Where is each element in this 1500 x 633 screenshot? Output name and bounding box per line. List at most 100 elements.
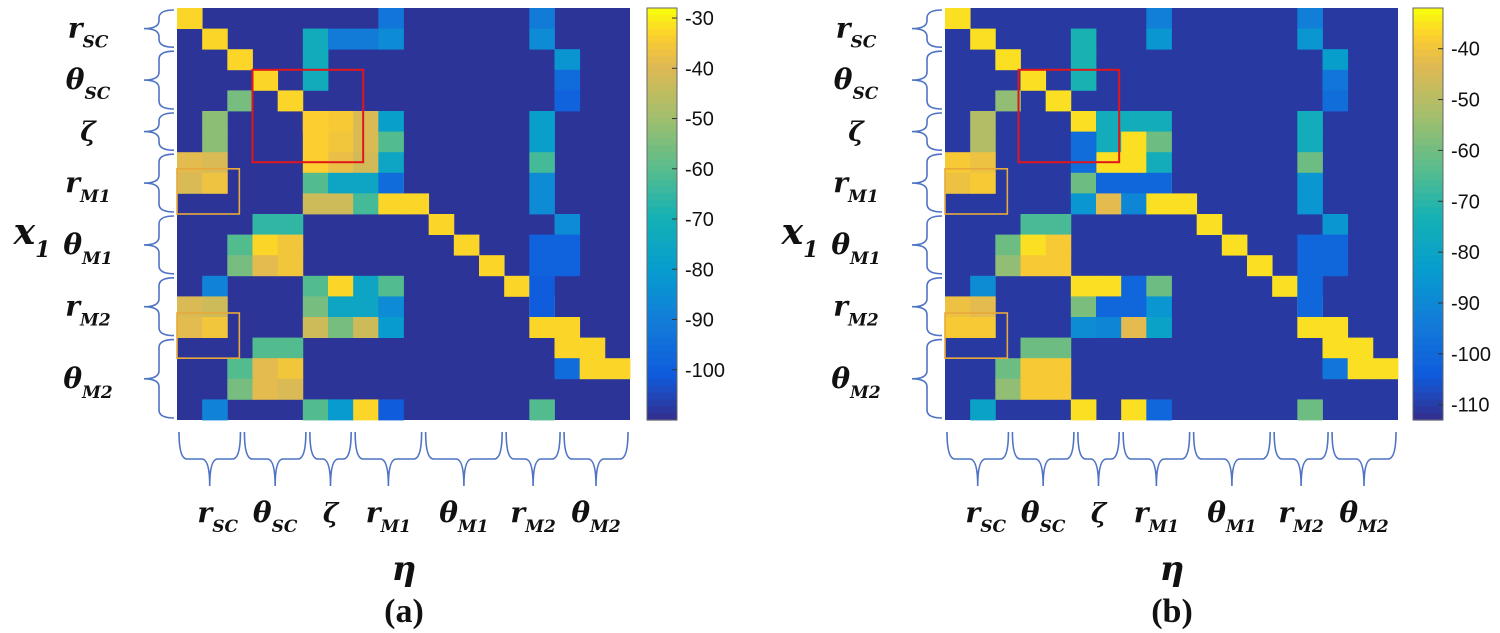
heatmap-cell (202, 111, 228, 132)
red-highlight-box (1017, 68, 1121, 164)
colorbar-tick-label: -40 (685, 58, 714, 80)
heatmap-cell (302, 172, 329, 194)
colorbar-segment (1413, 42, 1443, 50)
colorbar-segment (647, 303, 677, 311)
heatmap-cell (995, 378, 1021, 400)
colorbar-segment (1413, 310, 1443, 318)
heatmap-cell (302, 275, 329, 297)
orange-highlight-box (944, 168, 1009, 215)
heatmap-cell (529, 111, 555, 132)
colorbar-tick-label: -70 (685, 209, 714, 231)
heatmap-cell (1070, 69, 1097, 91)
heatmap-cell (1322, 234, 1349, 256)
heatmap-cell (328, 131, 354, 153)
colorbar-segment (1413, 365, 1443, 373)
y-group-label: rM1 (65, 166, 110, 207)
heatmap-cell (529, 152, 555, 174)
heatmap-cell (277, 378, 304, 400)
colorbar-segment (1413, 227, 1443, 236)
colorbar-segment (647, 399, 677, 407)
heatmap-cell (302, 49, 329, 71)
colorbar-segment (647, 207, 677, 215)
heatmap-cell (1096, 275, 1122, 297)
colorbar-segment (647, 365, 677, 373)
heatmap-cell (1347, 337, 1374, 359)
heatmap-cell (378, 172, 404, 194)
y-group-brace (911, 153, 943, 213)
colorbar-segment (647, 172, 677, 181)
y-group-brace (143, 338, 175, 419)
colorbar-frame (646, 7, 678, 421)
x-group-label-subscript: M1 (1225, 517, 1257, 537)
colorbar-segment (647, 152, 677, 160)
heatmap-cell (1045, 234, 1072, 256)
colorbar-tick-label: -80 (685, 259, 714, 281)
x-group-label: θSC (1021, 496, 1066, 537)
y-group-label: ζ (848, 118, 865, 148)
colorbar-segment (647, 317, 677, 325)
y-group-label: rSC (68, 12, 109, 53)
colorbar-segment (647, 413, 677, 421)
colorbar-segment (1413, 207, 1443, 215)
colorbar-segment (1413, 406, 1443, 414)
heatmap-cell (302, 193, 329, 215)
heatmap-cell (202, 131, 228, 153)
y-group-label-symbol: θ (831, 362, 850, 395)
colorbar-segment (647, 69, 677, 78)
x-group-brace (505, 431, 561, 487)
colorbar-segment (1413, 124, 1443, 133)
heatmap-cell (302, 399, 329, 421)
heatmap-cell (1070, 49, 1097, 71)
colorbar-segment (647, 220, 677, 229)
colorbar-segment (1413, 214, 1443, 222)
heatmap-cell (353, 111, 379, 132)
heatmap-cell (554, 49, 581, 71)
heatmap-cell (579, 8, 606, 29)
heatmap-cell (1146, 317, 1172, 338)
colorbar-tick-label: -70 (1451, 191, 1480, 213)
y-axis-label-symbol: x (13, 211, 36, 253)
heatmap-cell (1297, 317, 1323, 338)
heatmap-cell (1297, 152, 1323, 174)
colorbar-segment (647, 275, 677, 284)
heatmap-cell (202, 275, 228, 297)
heatmap-cell (1096, 317, 1122, 338)
x-group-label-subscript: M2 (1292, 517, 1324, 537)
x-group-label: θM1 (1207, 496, 1256, 537)
x-group-label-subscript: M1 (379, 517, 411, 537)
heatmap-cell (1045, 337, 1072, 359)
y-group-brace (911, 215, 943, 275)
y-axis-label-symbol: x (781, 211, 804, 253)
colorbar-segment (1413, 323, 1443, 332)
heatmap-cell (970, 131, 996, 153)
colorbar-segment (647, 241, 677, 249)
colorbar-segment (647, 296, 677, 304)
heatmap-cell (1322, 255, 1349, 277)
colorbar-segment (647, 179, 677, 188)
y-group-label-symbol: θ (834, 63, 853, 96)
colorbar-segment (1413, 62, 1443, 71)
x-group-brace (1077, 431, 1120, 487)
colorbar-segment (1413, 282, 1443, 291)
colorbar-segment (647, 200, 677, 208)
heatmap-cell (579, 337, 606, 359)
y-group-label: θM1 (831, 228, 880, 269)
heatmap-cell (1297, 193, 1323, 215)
heatmap-cell (529, 193, 555, 215)
heatmap-cell (378, 275, 404, 297)
colorbar-segment (647, 90, 677, 98)
heatmap-cell (378, 193, 404, 215)
orange-highlight-box (176, 312, 241, 360)
x-group-label: θM1 (439, 496, 488, 537)
y-group-label-symbol: r (68, 12, 85, 45)
heatmap-cell (504, 275, 530, 297)
heatmap-cell (227, 90, 253, 112)
colorbar-segment (647, 124, 677, 133)
heatmap-cell (1070, 111, 1097, 132)
y-group-label-symbol: r (833, 290, 850, 323)
y-group-label: θM2 (831, 362, 881, 403)
heatmap-cell (1347, 358, 1374, 380)
colorbar-segment (647, 268, 677, 277)
heatmap-cell (453, 234, 480, 256)
heatmap-cell (1297, 275, 1323, 297)
